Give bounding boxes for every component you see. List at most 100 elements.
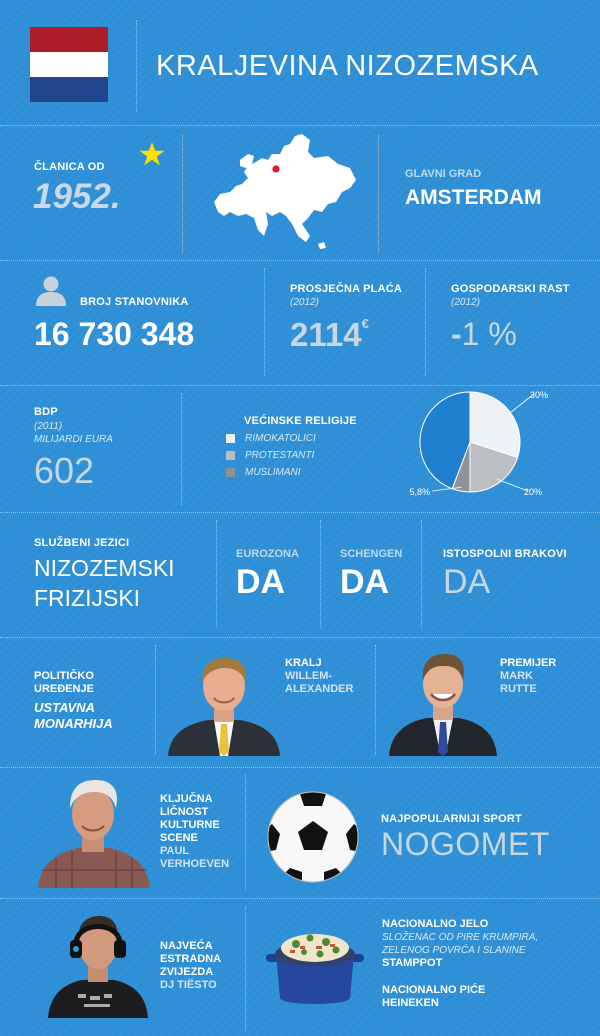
politics-line-2: UREĐENJE: [34, 683, 94, 695]
legend-item: MUSLIMANI: [226, 464, 316, 481]
pie-slice: [469, 441, 519, 493]
divider-7: [0, 898, 600, 899]
europe-map-icon: [214, 134, 356, 249]
divider-5: [0, 637, 600, 638]
gdp-year: (2011): [34, 421, 63, 432]
culture-name-1: PAUL: [160, 845, 190, 857]
gdp-unit: MILIJARDI EURA: [34, 434, 113, 445]
pie-data-label: 5,8%: [409, 487, 430, 497]
header-divider: [136, 20, 137, 112]
pm-name-2: RUTTE: [500, 683, 537, 695]
star-line: ZVIJEZDA: [160, 966, 214, 978]
legend-label: MUSLIMANI: [245, 467, 301, 478]
king-name-1: WILLEM-: [285, 670, 333, 682]
salary-value: 2114: [290, 316, 362, 353]
growth-value-group: -1 %: [451, 316, 517, 353]
legend-swatch-catholic: [226, 434, 235, 443]
legend-label: PROTESTANTI: [245, 450, 315, 461]
king-portrait: [168, 658, 280, 756]
row5-divider-b: [375, 645, 376, 755]
politics-value-1: USTAVNA: [34, 700, 95, 715]
pm-portrait: [389, 654, 497, 756]
legend-item: RIMOKATOLICI: [226, 430, 316, 447]
verhoeven-portrait: [38, 780, 150, 888]
food-block: NACIONALNO JELO SLOŽENAC OD PIRE KRUMPIR…: [382, 918, 594, 1010]
row5-divider-a: [155, 645, 156, 755]
eurozone-label: EUROZONA: [236, 548, 299, 560]
politics-value: USTAVNA MONARHIJA: [34, 700, 113, 732]
gdp-value: 602: [34, 450, 95, 491]
legend-swatch-muslim: [226, 468, 235, 477]
politics-line-1: POLITIČKO: [34, 670, 94, 682]
divider-3: [0, 385, 600, 386]
politics-label: POLITIČKO UREĐENJE: [34, 670, 94, 696]
salary-label: PROSJEČNA PLAĆA: [290, 283, 402, 295]
sport-label: NAJPOPULARNIJI SPORT: [381, 813, 522, 825]
eurozone-value: DA: [236, 563, 286, 601]
king-name-2: ALEXANDER: [285, 683, 354, 695]
schengen-label: SCHENGEN: [340, 548, 403, 560]
dish-description-2: ZELENOG POVRĆA I SLANINE: [382, 945, 526, 956]
king-caption: KRALJ WILLEM- ALEXANDER: [285, 657, 353, 696]
netherlands-flag: [30, 27, 108, 102]
religions-title: VEĆINSKE RELIGIJE: [244, 415, 357, 427]
flag-stripe-red: [30, 27, 108, 52]
row1-divider-b: [378, 135, 379, 253]
football-icon: [267, 791, 359, 883]
growth-label: GOSPODARSKI RAST: [451, 283, 570, 295]
language-1: NIZOZEMSKI: [34, 555, 175, 581]
legend-label: RIMOKATOLICI: [245, 433, 316, 444]
page-title: KRALJEVINA NIZOZEMSKA: [156, 50, 539, 82]
pie-leader-line: [496, 478, 529, 492]
religions-legend: RIMOKATOLICI PROTESTANTI MUSLIMANI: [226, 430, 316, 481]
culture-caption: KLJUČNA LIČNOST KULTURNE SCENE PAUL VERH…: [160, 793, 229, 871]
legend-item: PROTESTANTI: [226, 447, 316, 464]
pie-data-label: 20%: [524, 487, 542, 497]
salary-year: (2012): [290, 297, 319, 308]
growth-sign: -: [451, 316, 462, 352]
culture-line: KLJUČNA: [160, 793, 213, 805]
population-value: 16 730 348: [34, 316, 195, 352]
star-line: NAJVEĆA: [160, 940, 213, 952]
samesex-label: ISTOSPOLNI BRAKOVI: [443, 548, 567, 560]
culture-line: KULTURNE: [160, 819, 220, 831]
row7-divider: [245, 906, 246, 1031]
stamppot-pot-icon: [266, 934, 364, 1004]
row2-divider-b: [425, 268, 426, 376]
row1-divider-a: [182, 135, 183, 253]
flag-stripe-blue: [30, 77, 108, 102]
divider-4: [0, 512, 600, 513]
star-caption: NAJVEĆA ESTRADNA ZVIJEZDA DJ TIËSTO: [160, 940, 221, 992]
pm-title: PREMIJER: [500, 657, 557, 669]
pm-name-1: MARK: [500, 670, 533, 682]
dish-description-1: SLOŽENAC OD PIRE KRUMPIRA,: [382, 932, 539, 943]
culture-line: LIČNOST: [160, 806, 209, 818]
schengen-value: DA: [340, 563, 390, 601]
euro-sign: €: [361, 316, 369, 331]
divider-1: [0, 125, 600, 126]
gdp-label: BDP: [34, 406, 58, 418]
growth-value: 1 %: [461, 316, 517, 352]
divider-6: [0, 767, 600, 768]
drink-label: NACIONALNO PIĆE: [382, 984, 486, 996]
languages-label: SLUŽBENI JEZICI: [34, 537, 130, 549]
pie-leader-line: [506, 393, 535, 416]
membership-label: ČLANICA OD: [34, 161, 105, 173]
row4-divider-a: [216, 520, 217, 628]
star-line: ESTRADNA: [160, 953, 222, 965]
row3-divider: [181, 393, 182, 505]
row2-divider-a: [264, 268, 265, 376]
star-name: DJ TIËSTO: [160, 979, 217, 991]
divider-2: [0, 260, 600, 261]
pie-leader-line: [431, 486, 462, 492]
flag-stripe-white: [30, 52, 108, 77]
legend-swatch-protestant: [226, 451, 235, 460]
culture-line: SCENE: [160, 832, 198, 844]
row4-divider-c: [421, 520, 422, 628]
king-title: KRALJ: [285, 657, 322, 669]
population-label: BROJ STANOVNIKA: [80, 296, 189, 308]
tiesto-portrait: [48, 916, 148, 1018]
culture-name-2: VERHOEVEN: [160, 858, 230, 870]
politics-value-2: MONARHIJA: [34, 716, 113, 731]
